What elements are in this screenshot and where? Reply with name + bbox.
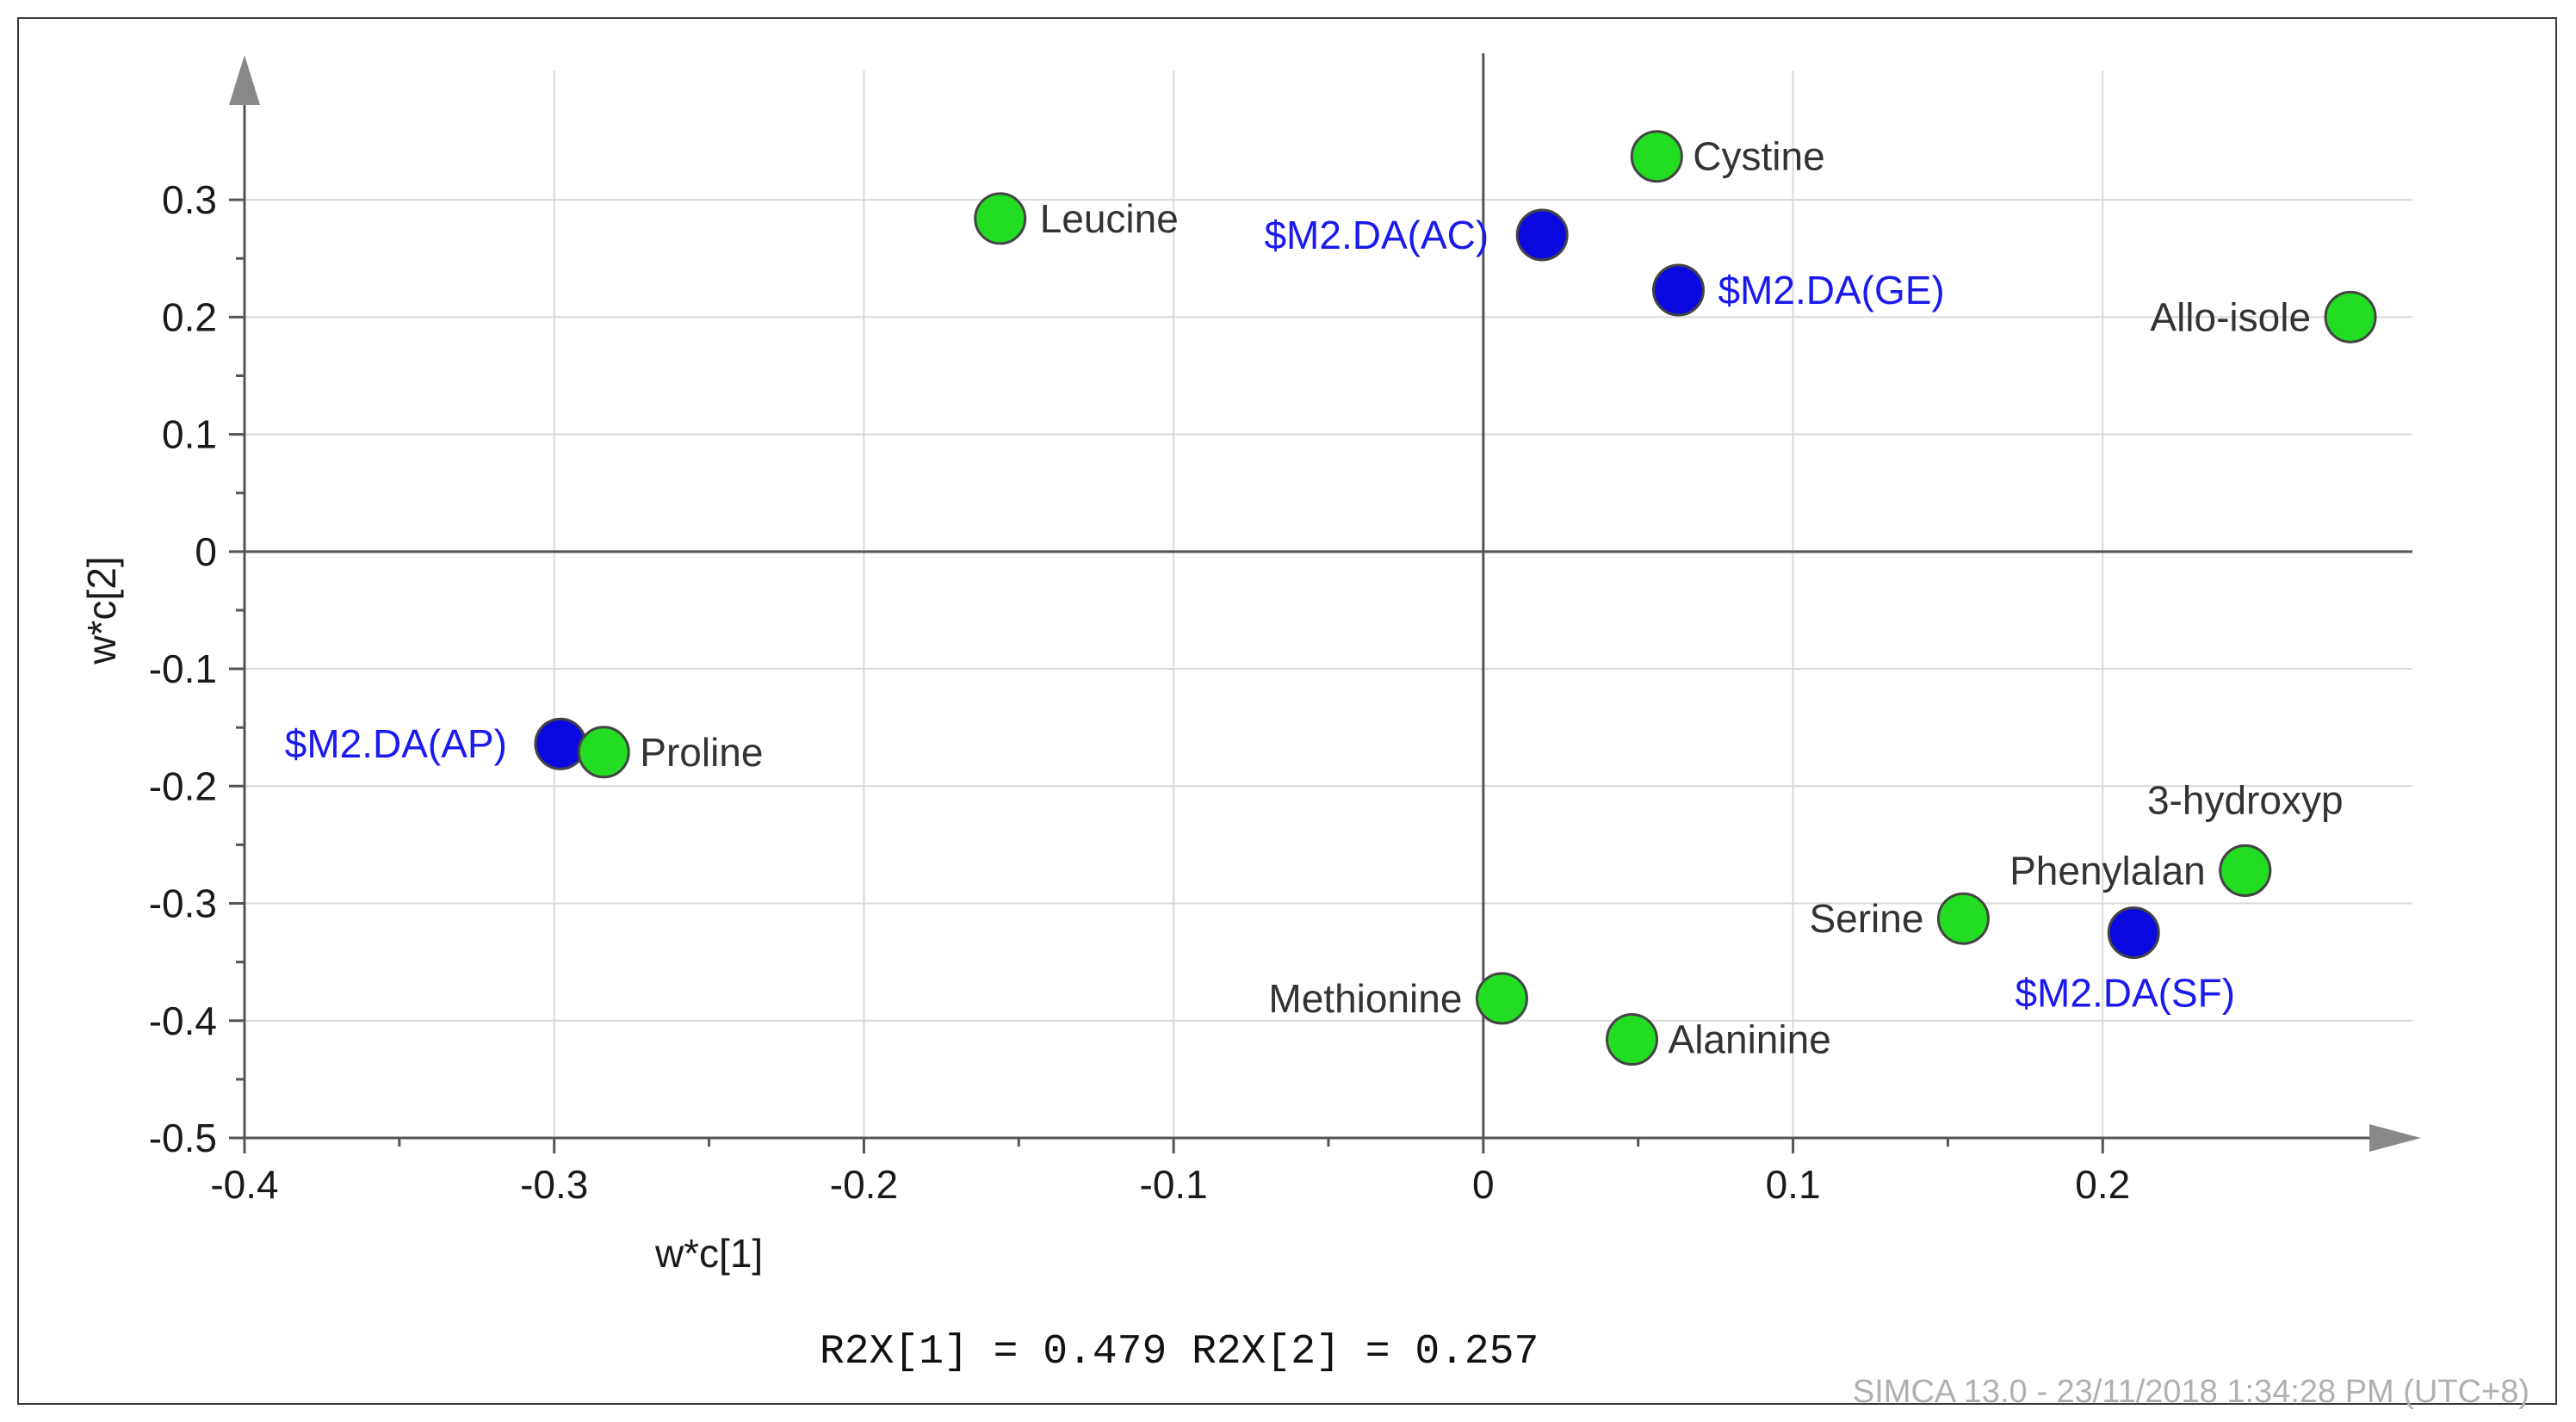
- x-tick-label: -0.2: [830, 1162, 898, 1207]
- point-m2-da-ac: [1515, 208, 1569, 262]
- y-tick-label: -0.4: [149, 998, 217, 1043]
- y-tick-label: -0.2: [149, 764, 217, 808]
- point-label: Alaninine: [1669, 1017, 1831, 1062]
- x-tick-label: -0.4: [210, 1162, 278, 1207]
- x-axis-title: w*c[1]: [654, 1231, 763, 1276]
- x-tick-label: -0.3: [520, 1162, 588, 1207]
- x-axis-arrow: [2369, 1124, 2421, 1152]
- point-methionine: [1475, 972, 1528, 1025]
- point-serine: [1936, 892, 1990, 945]
- point-alaninine: [1606, 1013, 1659, 1066]
- point-phenylalan: [2219, 844, 2272, 897]
- y-tick-label: 0: [195, 529, 217, 574]
- point-labels: Cystine Leucine Allo-isole Proline 3-hydroxy…: [285, 134, 2344, 1062]
- point-cystine: [1630, 130, 1683, 183]
- point-label: Leucine: [1040, 196, 1179, 241]
- y-tick-label: -0.5: [149, 1116, 217, 1160]
- x-tick-label: 0.2: [2075, 1162, 2130, 1207]
- x-tick-label: 0: [1472, 1162, 1495, 1207]
- chart-frame: -0.4 -0.3 -0.2 -0.1 0 0.1 0.2 0.3 0.2 0.1 0 -0.1 -0.…: [17, 17, 2557, 1410]
- y-axis-arrow: [229, 55, 260, 105]
- point-leucine: [974, 192, 1027, 245]
- software-footer: SIMCA 13.0 - 23/11/2018 1:34:28 PM (UTC+…: [1852, 1374, 2530, 1410]
- y-tick-label: 0.2: [162, 294, 217, 339]
- point-label: 3-hydroxyp: [2147, 777, 2344, 822]
- point-label: Allo-isole: [2150, 294, 2311, 339]
- x-tick-label: -0.1: [1140, 1162, 1208, 1207]
- y-axis-title: w*c[2]: [79, 556, 124, 665]
- y-tick-label: 0.1: [162, 412, 217, 457]
- point-allo-isole: [2324, 290, 2377, 343]
- axes: [229, 53, 2421, 1153]
- point-label: Phenylalan: [2009, 848, 2206, 893]
- tick-labels: -0.4 -0.3 -0.2 -0.1 0 0.1 0.2 0.3 0.2 0.1 0 -0.1 -0.…: [149, 177, 2131, 1207]
- x-tick-label: 0.1: [1766, 1162, 1821, 1207]
- point-proline: [577, 726, 630, 779]
- point-label: $M2.DA(AC): [1264, 213, 1489, 257]
- y-tick-label: -0.1: [149, 646, 217, 691]
- data-points: [534, 130, 2377, 1066]
- point-label: Methionine: [1268, 976, 1462, 1021]
- point-m2-da-ap: [534, 717, 587, 770]
- point-m2-da-sf: [2107, 906, 2160, 960]
- point-label: Serine: [1809, 896, 1923, 941]
- point-label: $M2.DA(GE): [1718, 268, 1944, 312]
- point-label: Cystine: [1693, 134, 1824, 179]
- point-label: $M2.DA(AP): [285, 721, 507, 766]
- point-m2-da-ge: [1651, 263, 1705, 317]
- r2x-summary: R2X[1] = 0.479 R2X[2] = 0.257: [820, 1329, 1539, 1376]
- point-label: Proline: [640, 730, 763, 775]
- y-tick-label: -0.3: [149, 881, 217, 926]
- y-tick-label: 0.3: [162, 177, 217, 222]
- point-label: $M2.DA(SF): [2015, 971, 2235, 1016]
- scatter-plot: -0.4 -0.3 -0.2 -0.1 0 0.1 0.2 0.3 0.2 0.1 0 -0.1 -0.…: [79, 53, 2421, 1276]
